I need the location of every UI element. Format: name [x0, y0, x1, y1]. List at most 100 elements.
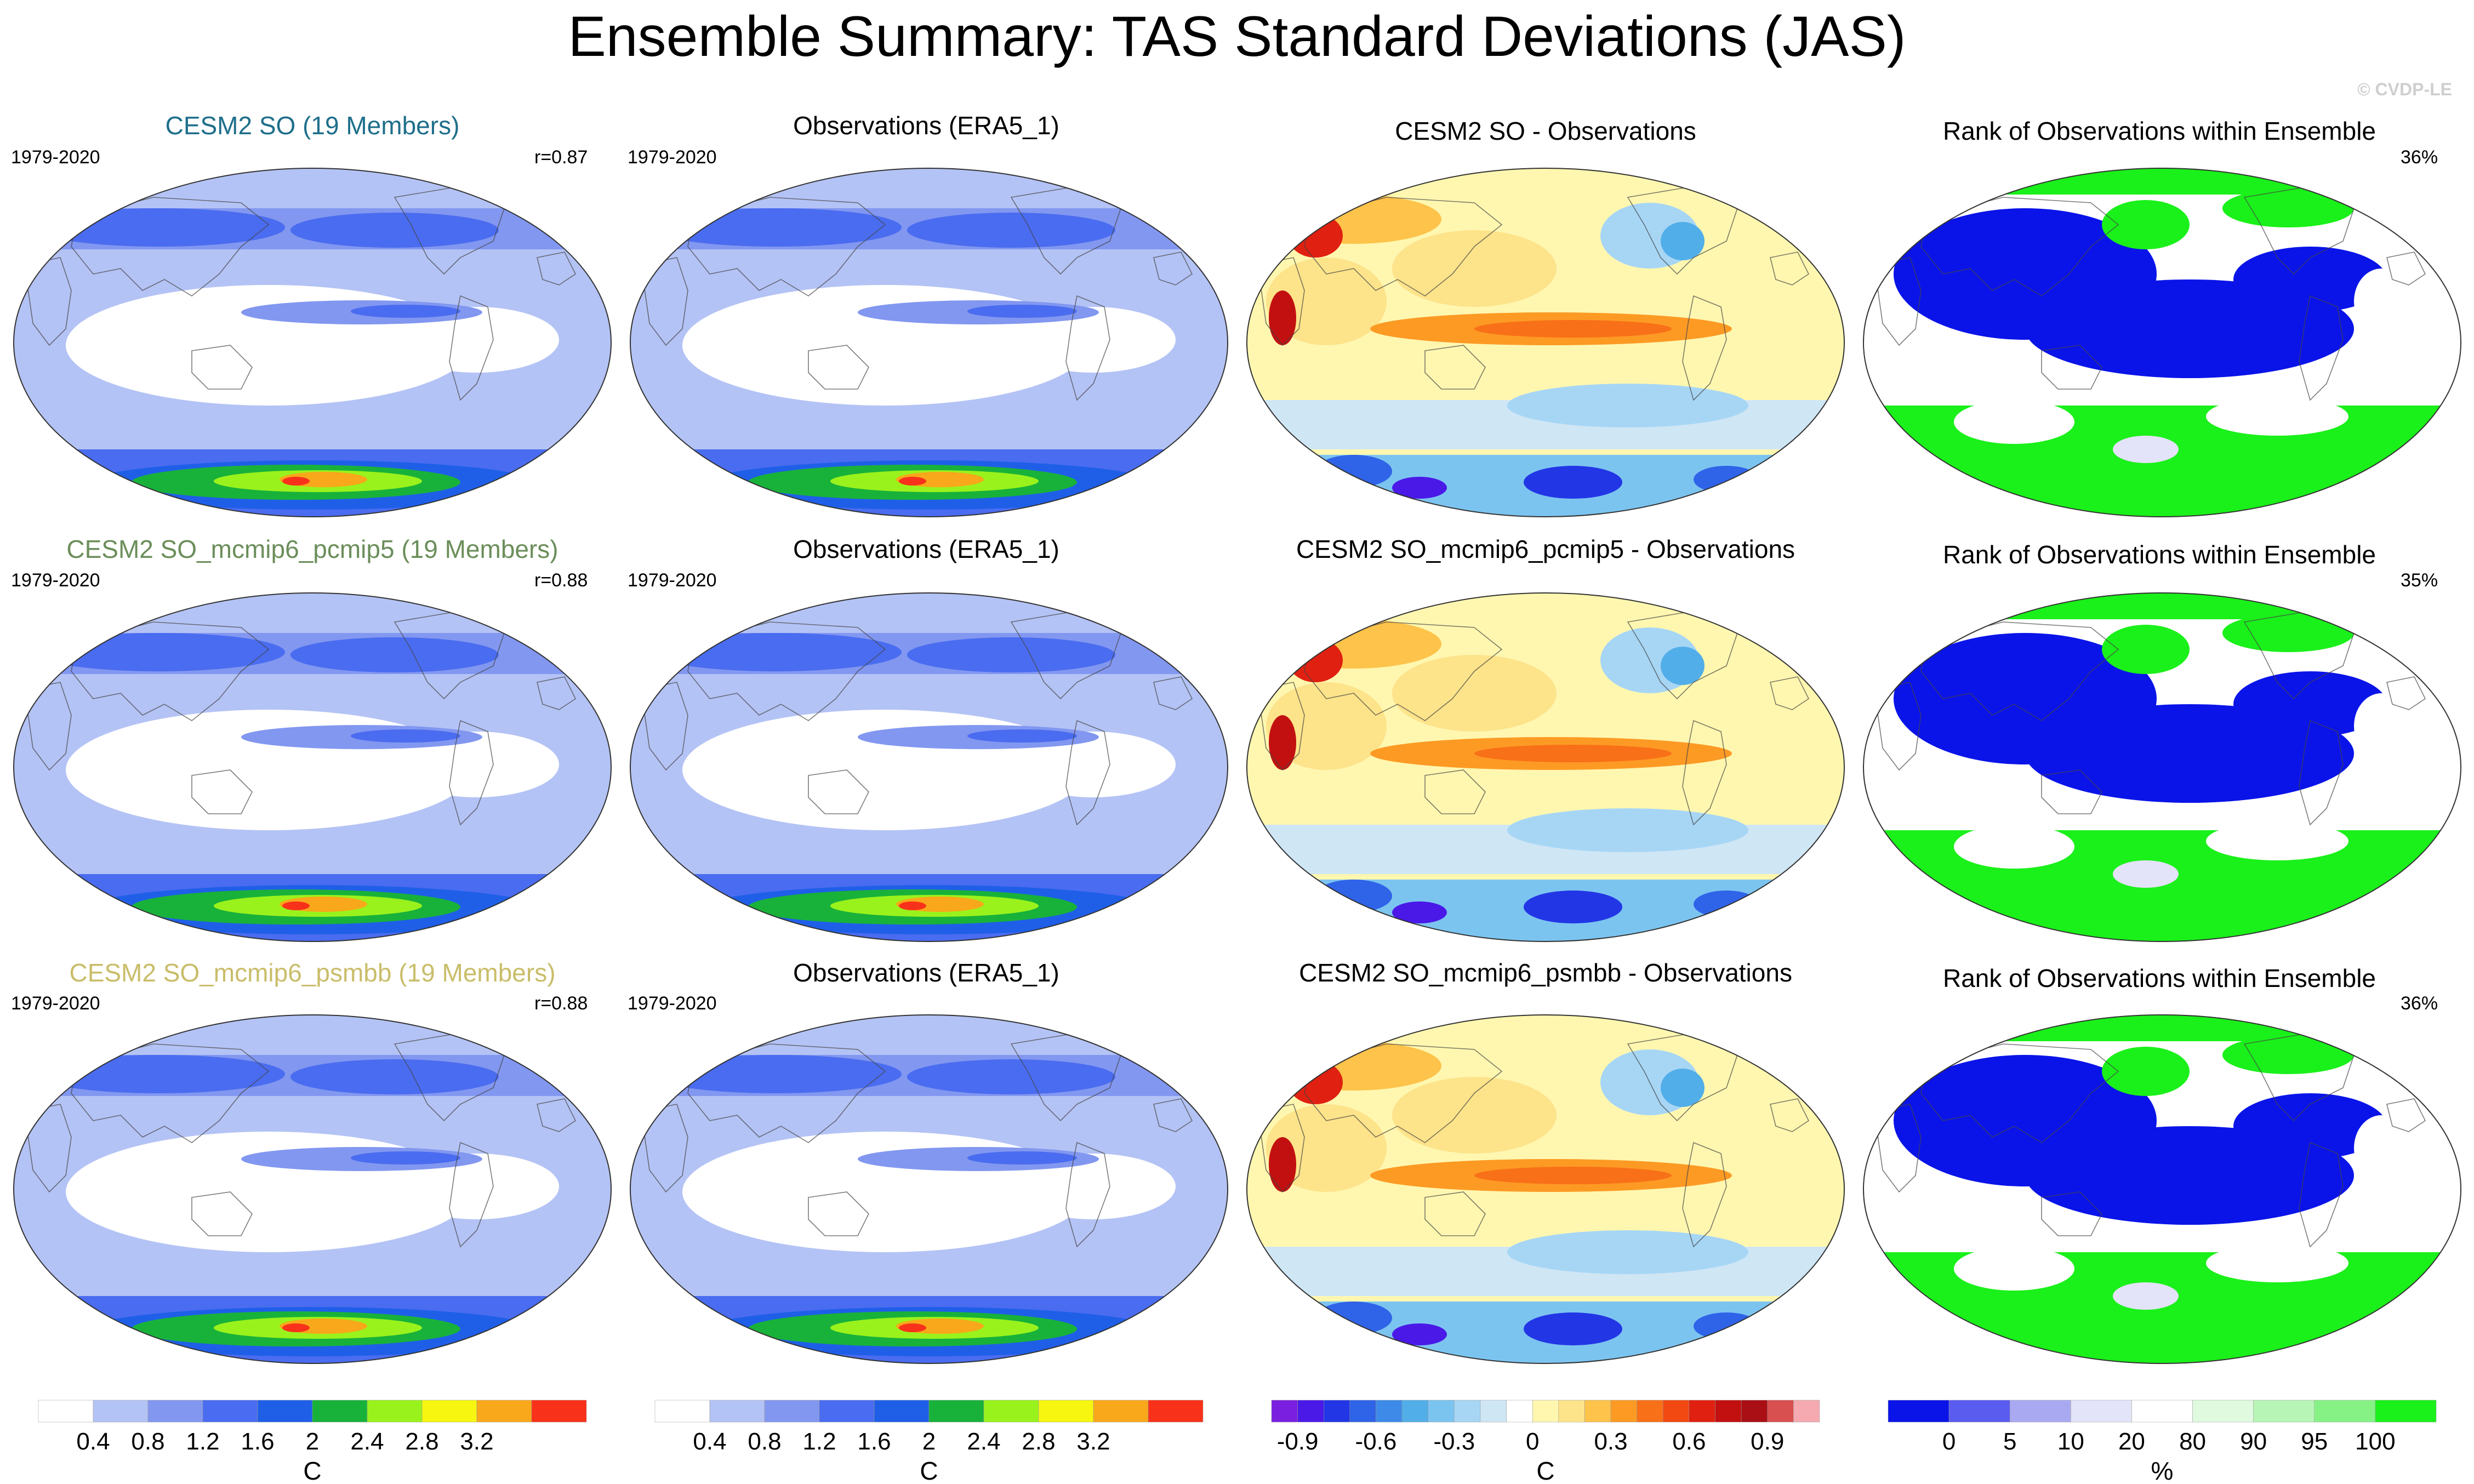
coastline [537, 252, 577, 286]
observations-panel-title: Observations (ERA5_1) [793, 535, 1059, 563]
ensemble-panel-title: CESM2 SO_mcmip6_pcmip5 (19 Members) [66, 535, 558, 563]
field-region [907, 1059, 1115, 1094]
rank-map [1863, 592, 2461, 942]
colorbar-swatch [1349, 1400, 1376, 1423]
colorbar-swatch [1271, 1400, 1298, 1423]
colorbar-swatch [1454, 1400, 1481, 1423]
field-region [1288, 638, 1343, 682]
coastline [537, 1098, 577, 1132]
field-region [2206, 1244, 2348, 1282]
colorbar-swatch [1428, 1400, 1455, 1423]
std-colorbar-observations: 0.4 0.8 1.2 1.6 2 2.4 2.8 3.2 C [654, 1400, 1204, 1484]
colorbar-swatch [2314, 1400, 2376, 1423]
field-region [2102, 200, 2190, 249]
rank-map [1863, 168, 2461, 517]
coastline [71, 1043, 270, 1143]
colorbar-swatch [1323, 1400, 1350, 1423]
colorbar-tick-label: 1.2 [186, 1428, 219, 1455]
period-label: 1979-2020 [11, 993, 100, 1014]
field-region [1392, 230, 1557, 307]
map-outline [13, 592, 612, 942]
colorbar-swatch [2009, 1400, 2071, 1423]
coastline [191, 345, 253, 390]
coastline [71, 621, 270, 721]
colorbar-swatch [928, 1400, 984, 1423]
colorbar-swatch [654, 1400, 710, 1423]
field-region [2113, 436, 2179, 463]
pattern-correlation: r=0.88 [534, 570, 588, 591]
coastline [808, 345, 869, 390]
field-region [1315, 455, 1392, 488]
colorbar-swatch [1663, 1400, 1690, 1423]
colorbar-swatch [1093, 1400, 1149, 1423]
field-region [899, 901, 926, 910]
field-region [1269, 1137, 1296, 1192]
coastline [1065, 1141, 1110, 1248]
map-outline [1246, 592, 1845, 942]
coastline [449, 720, 494, 826]
field-region [649, 1055, 902, 1093]
field-region [1474, 320, 1672, 338]
coastline [808, 1191, 869, 1236]
field-region [1392, 1077, 1557, 1154]
field-region [351, 1151, 460, 1165]
colorbar-tick-label: 80 [2179, 1428, 2206, 1455]
field-region [1863, 830, 2461, 941]
field-region [1524, 466, 1622, 499]
coastline [2041, 345, 2102, 390]
field-region [1524, 891, 1622, 923]
map-outline [1246, 168, 1845, 517]
field-region [1661, 222, 1705, 260]
coastline [2041, 1191, 2102, 1236]
field-region [1269, 290, 1296, 345]
period-label: 1979-2020 [11, 147, 100, 168]
field-region [1269, 715, 1296, 770]
field-region [1661, 1069, 1705, 1107]
field-region [282, 901, 310, 910]
field-region [282, 1323, 310, 1332]
field-region [1474, 745, 1672, 762]
colorbar-swatch [1401, 1400, 1428, 1423]
colorbar-swatch [2071, 1400, 2132, 1423]
field-region [290, 1059, 499, 1094]
colorbar-swatch [2131, 1400, 2193, 1423]
field-region [967, 1151, 1077, 1165]
coastline [1770, 252, 1810, 286]
coastline [2299, 720, 2344, 826]
colorbar-swatch [1584, 1400, 1611, 1423]
colorbar-tick-label: 0.6 [1672, 1428, 1706, 1455]
rank-panel-title: Rank of Observations within Ensemble [1942, 540, 2376, 569]
field-region [33, 208, 285, 247]
credit-watermark: © CVDP-LE [2357, 79, 2452, 99]
colorbar-swatch [1038, 1400, 1094, 1423]
colorbar-swatch [1297, 1400, 1324, 1423]
coastline [1065, 720, 1110, 826]
coastline [1424, 769, 1486, 814]
ensemble-std-map [13, 168, 612, 517]
colorbar-swatch [1480, 1400, 1507, 1423]
rank-panel-title: Rank of Observations within Ensemble [1942, 117, 2376, 145]
field-region [395, 1154, 559, 1219]
map-outline [13, 168, 612, 517]
map-outline [630, 1014, 1228, 1364]
field-region [1315, 880, 1392, 912]
colorbar-swatch [1558, 1400, 1585, 1423]
coastline [537, 676, 577, 710]
period-label: 1979-2020 [628, 570, 717, 591]
rank-percent: 36% [2401, 147, 2438, 168]
field-region [1507, 808, 1748, 852]
ensemble-panel-title: CESM2 SO (19 Members) [165, 111, 460, 140]
field-region [1954, 400, 2074, 444]
colorbar-tick-label: 95 [2301, 1428, 2328, 1455]
field-region [395, 732, 559, 797]
coastline [687, 1043, 886, 1143]
field-region [1863, 168, 2461, 195]
field-region [907, 213, 1115, 248]
field-region [33, 1055, 285, 1093]
field-region [2113, 860, 2179, 888]
field-region [1266, 195, 1441, 244]
field-region [1266, 682, 1387, 770]
rank-percent: 35% [2401, 570, 2438, 591]
field-region [649, 633, 902, 671]
difference-panel-title: CESM2 SO_mcmip6_pcmip5 - Observations [1296, 535, 1795, 563]
